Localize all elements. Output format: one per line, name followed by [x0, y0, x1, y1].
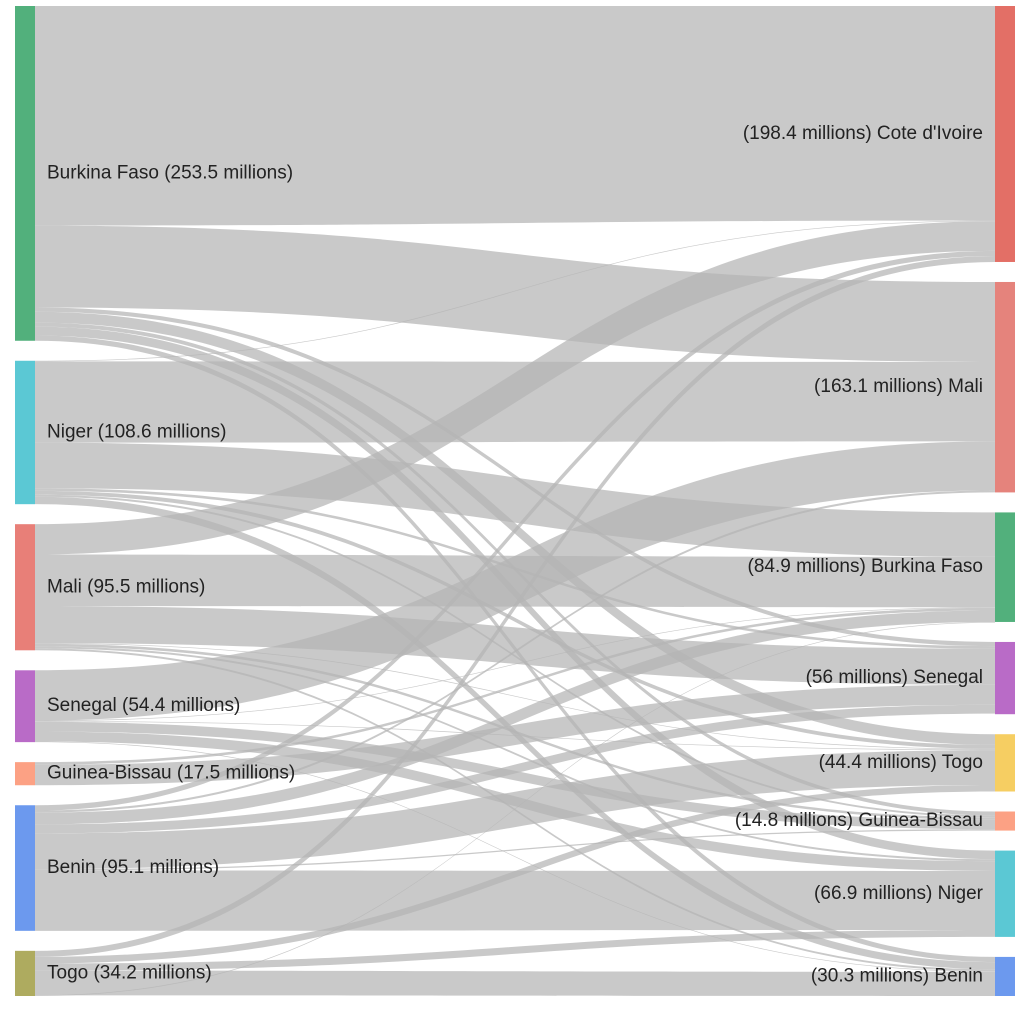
link-benin-to-guinea-bissau [35, 829, 995, 871]
target-label-mali: (163.1 millions) Mali [814, 376, 983, 397]
source-label-niger: Niger (108.6 millions) [47, 421, 227, 442]
link-niger-to-burkina-faso [35, 442, 995, 557]
target-label-niger: (66.9 millions) Niger [814, 883, 984, 904]
target-node-cote-divoire [995, 6, 1015, 262]
sankey-labels: Burkina Faso (253.5 millions) Niger (108.… [47, 123, 984, 986]
target-label-benin: (30.3 millions) Benin [811, 965, 983, 986]
link-mali-to-niger [35, 646, 995, 862]
link-togo-to-togo [35, 785, 995, 964]
target-node-guinea-bissau [995, 811, 1015, 831]
link-mali-to-togo [35, 643, 995, 750]
target-node-mali [995, 281, 1015, 493]
link-benin-to-burkina-faso [35, 610, 995, 825]
link-senegal-to-benin [35, 741, 995, 972]
source-label-guinea-bissau: Guinea-Bissau (17.5 millions) [47, 763, 295, 784]
target-label-cote-divoire: (198.4 millions) Cote d'Ivoire [743, 123, 983, 144]
source-node-benin [15, 805, 35, 931]
source-node-guinea-bissau [15, 762, 35, 786]
link-mali-to-cote-divoire [35, 221, 995, 555]
link-senegal-to-guinea-bissau [35, 721, 995, 830]
target-node-burkina-faso [995, 512, 1015, 622]
link-benin-to-mali [35, 490, 995, 813]
link-togo-to-benin [35, 970, 995, 996]
source-label-togo: Togo (34.2 millions) [47, 962, 212, 983]
target-label-guinea-bissau: (14.8 millions) Guinea-Bissau [735, 810, 983, 831]
link-burkina-faso-to-senegal [35, 307, 995, 647]
source-node-niger [15, 360, 35, 505]
link-senegal-to-mali [35, 441, 995, 721]
link-benin-to-senegal [35, 704, 995, 834]
target-node-senegal [995, 641, 1015, 715]
link-guinea-bissau-to-senegal [35, 684, 995, 786]
source-node-burkina-faso [15, 6, 35, 341]
link-burkina-faso-to-mali [35, 225, 995, 362]
source-node-senegal [15, 670, 35, 743]
target-label-senegal: (56 millions) Senegal [806, 667, 983, 688]
link-benin-to-cote-divoire [35, 250, 995, 811]
source-node-mali [15, 524, 35, 651]
link-mali-to-senegal [35, 606, 995, 685]
link-burkina-faso-to-cote-divoire [35, 6, 995, 226]
source-label-senegal: Senegal (54.4 millions) [47, 695, 240, 716]
target-node-benin [995, 956, 1015, 996]
link-togo-to-niger [35, 929, 995, 971]
link-togo-to-cote-divoire [35, 256, 995, 957]
target-label-togo: (44.4 millions) Togo [819, 752, 983, 773]
target-node-togo [995, 734, 1015, 792]
link-niger-to-togo [35, 490, 995, 749]
source-label-mali: Mali (95.5 millions) [47, 576, 205, 597]
link-togo-to-burkina-faso [35, 621, 995, 996]
source-label-burkina-faso: Burkina Faso (253.5 millions) [47, 162, 293, 183]
target-label-burkina-faso: (84.9 millions) Burkina Faso [748, 556, 983, 577]
link-benin-to-togo [35, 750, 995, 870]
link-niger-to-cote-divoire [35, 220, 995, 362]
sankey-nodes [15, 6, 1015, 996]
link-senegal-to-burkina-faso [35, 607, 995, 722]
link-benin-to-niger [35, 870, 995, 931]
source-label-benin: Benin (95.1 millions) [47, 857, 219, 878]
sankey-links [35, 6, 995, 996]
source-node-togo [15, 950, 35, 996]
target-node-niger [995, 850, 1015, 937]
link-guinea-bissau-to-burkina-faso [35, 607, 995, 765]
